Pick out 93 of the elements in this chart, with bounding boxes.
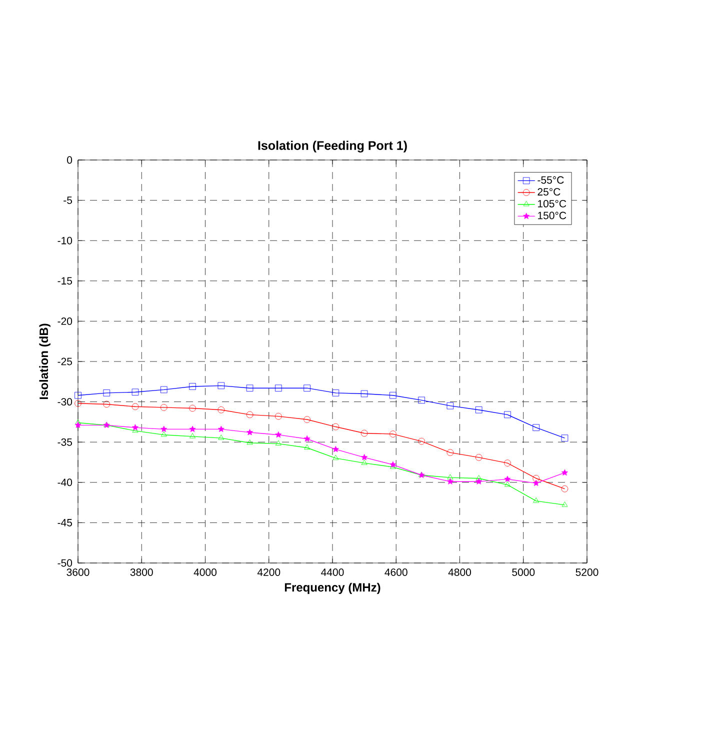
point [103,390,110,396]
point [218,382,225,390]
point [418,438,425,445]
point [75,419,81,425]
x-tick-label: 3800 [130,568,153,576]
x-axis-title: Frequency (MHz) [284,582,380,594]
legend-label: 25°C [538,188,560,196]
point [532,424,540,431]
point [390,392,396,399]
point [246,411,254,418]
legend-label: -55°C [538,176,564,184]
point [504,481,510,487]
point [304,416,310,423]
point [74,400,82,407]
point [189,426,196,432]
point [418,396,425,404]
y-tick-label: -20 [58,317,72,325]
point [275,384,282,392]
point [562,502,568,507]
point [275,412,282,420]
point [160,386,168,394]
x-tick-label: 4200 [257,568,280,576]
point [446,449,454,456]
point [532,480,540,486]
point [360,430,368,437]
point [504,460,511,466]
x-tick-label: 5200 [576,568,598,576]
y-tick-label: -5 [64,196,72,204]
x-tick-label: 5000 [512,568,535,576]
point [275,431,282,438]
point [561,485,568,492]
y-tick-label: -30 [58,398,72,406]
point [160,431,167,437]
point [74,422,82,428]
point [447,474,454,480]
point [332,454,339,460]
point [218,434,224,440]
point [304,444,310,450]
point [332,446,339,452]
point [218,406,225,414]
point [561,434,568,442]
point [504,411,511,418]
y-tick-label: -45 [58,519,72,526]
point [218,426,224,432]
point [475,454,482,461]
y-tick-label: -15 [58,277,72,285]
y-axis-title: Isolation (dB) [39,324,50,400]
y-tick-label: 0 [67,156,72,164]
point [533,498,540,503]
point [332,390,340,396]
x-tick-label: 4600 [384,568,408,576]
point [246,440,253,445]
point [132,403,139,410]
point [304,384,310,392]
point [246,384,254,392]
point [504,476,511,482]
point [390,430,396,438]
y-tick-label: -10 [58,236,72,244]
y-tick-label: -25 [58,358,72,366]
point [476,478,482,484]
chart-title: Isolation (Feeding Port 1) [258,140,407,152]
point [74,392,82,399]
point [361,454,368,460]
point [475,406,482,414]
point [190,433,196,438]
legend-label: 150°C [538,212,566,220]
point [304,435,310,442]
point [446,478,454,484]
point [446,402,454,410]
point [132,388,139,396]
x-tick-label: 3600 [66,568,90,576]
point [103,400,110,408]
point [561,469,568,476]
point [360,390,368,398]
legend-label: 105°C [538,200,566,208]
point [246,429,254,436]
point [160,404,168,411]
point [160,426,168,432]
y-tick-label: -40 [58,478,72,486]
x-tick-label: 4400 [321,568,344,576]
y-tick-label: -50 [58,559,72,567]
point [532,474,540,482]
y-tick-label: -35 [58,438,72,446]
point [189,383,196,390]
point [132,424,139,430]
point [332,423,340,430]
x-tick-label: 4800 [448,568,472,576]
point [189,404,196,412]
x-tick-label: 4000 [194,568,217,576]
point [361,460,368,465]
point [390,461,396,468]
point [275,440,282,446]
point [476,474,482,480]
